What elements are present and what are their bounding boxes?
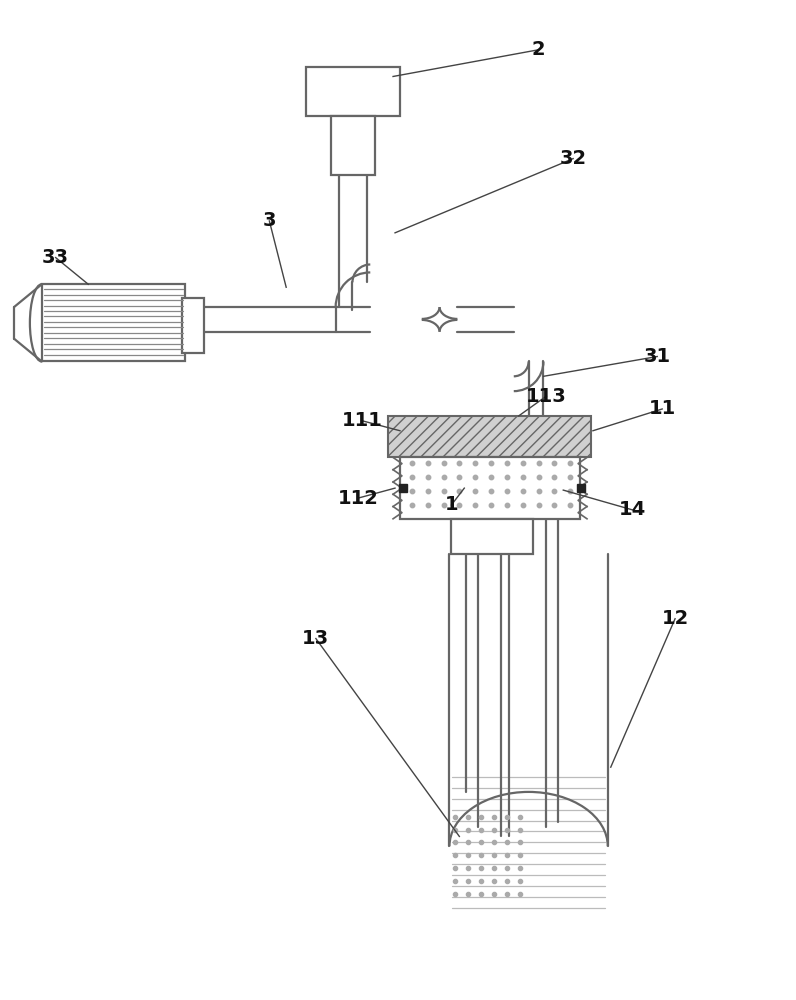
Text: 113: 113 — [526, 387, 567, 406]
Bar — [306, 67, 400, 116]
Bar — [451, 519, 533, 554]
Text: 11: 11 — [649, 399, 676, 418]
Text: 14: 14 — [619, 500, 646, 519]
Text: 31: 31 — [644, 347, 671, 366]
Bar — [182, 298, 204, 353]
Text: 1: 1 — [445, 495, 458, 514]
Text: 2: 2 — [532, 40, 545, 59]
Text: 12: 12 — [661, 609, 689, 628]
Text: 13: 13 — [302, 629, 330, 648]
Text: 3: 3 — [263, 211, 276, 230]
Bar — [330, 116, 375, 175]
Text: 112: 112 — [338, 489, 379, 508]
Text: 32: 32 — [560, 149, 587, 168]
Bar — [388, 416, 591, 457]
Bar — [400, 457, 580, 519]
Text: 33: 33 — [42, 248, 69, 267]
Bar — [41, 284, 185, 361]
Text: 111: 111 — [342, 411, 383, 430]
